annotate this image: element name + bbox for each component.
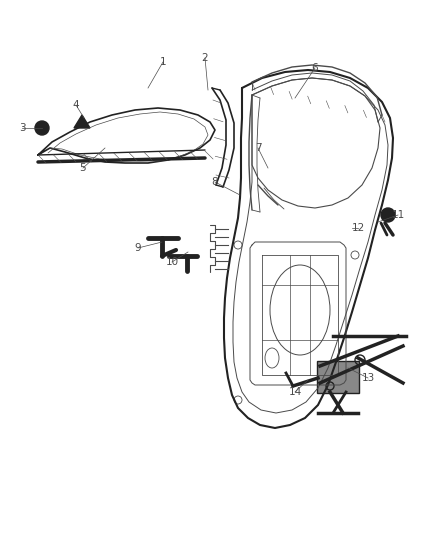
Text: 8: 8 [212, 177, 218, 187]
Text: 2: 2 [201, 53, 208, 63]
Text: 4: 4 [73, 100, 79, 110]
Text: 11: 11 [392, 210, 405, 220]
Text: 1: 1 [160, 57, 166, 67]
Text: 6: 6 [312, 63, 318, 73]
Text: 12: 12 [351, 223, 364, 233]
Text: 3: 3 [19, 123, 25, 133]
Text: 13: 13 [361, 373, 374, 383]
Text: 10: 10 [166, 257, 179, 267]
FancyBboxPatch shape [317, 361, 359, 393]
Text: 5: 5 [80, 163, 86, 173]
Text: 9: 9 [135, 243, 141, 253]
Circle shape [35, 121, 49, 135]
Text: 14: 14 [288, 387, 302, 397]
Circle shape [381, 208, 395, 222]
Polygon shape [74, 115, 90, 128]
Text: 7: 7 [254, 143, 261, 153]
